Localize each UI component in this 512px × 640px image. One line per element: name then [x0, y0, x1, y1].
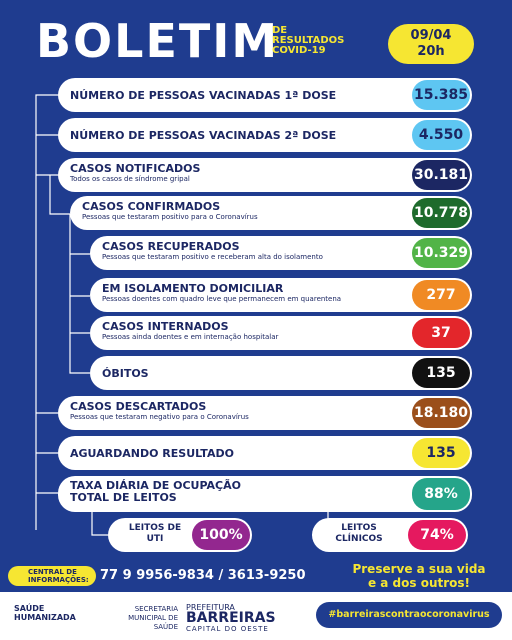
slogan: Preserve a sua vida e a dos outros!: [344, 562, 494, 590]
logo-prefeitura: PREFEITURA BARREIRAS CAPITAL DO OESTE: [186, 602, 276, 635]
row-subtitle: Pessoas ainda doentes e em internação ho…: [102, 333, 279, 341]
value-badge: 10.329: [412, 238, 470, 268]
row-subtitle: Pessoas doentes com quadro leve que perm…: [102, 295, 342, 303]
slogan-line: Preserve a sua vida: [352, 562, 486, 576]
row-title: TAXA DIÁRIA DE OCUPAÇÃO TOTAL DE LEITOS: [70, 479, 241, 504]
value-badge: 135: [412, 358, 470, 388]
row-title: CASOS RECUPERADOS: [102, 240, 240, 253]
row-title: ÓBITOS: [102, 367, 149, 380]
stat-row: CASOS INTERNADOS Pessoas ainda doentes e …: [90, 316, 472, 350]
row-title: CASOS INTERNADOS: [102, 320, 229, 333]
phone: 77 9 9956-9834 / 3613-9250: [100, 568, 306, 583]
value-badge: 135: [412, 438, 470, 468]
stat-row: EM ISOLAMENTO DOMICILIAR Pessoas doentes …: [90, 278, 472, 312]
subtitle-line: RESULTADOS: [272, 35, 345, 46]
logo-secretaria: SECRETARIA MUNICIPAL DE SAÚDE: [128, 605, 178, 631]
subtitle-line: DE: [272, 25, 288, 36]
slogan-line: e a dos outros!: [367, 576, 471, 590]
logo-line: BARREIRAS: [186, 610, 276, 626]
row-subtitle: Pessoas que testaram positivo para o Cor…: [82, 213, 258, 221]
value-badge: 18.180: [412, 398, 470, 428]
row-title: NÚMERO DE PESSOAS VACINADAS 2ª DOSE: [70, 129, 337, 142]
time: 20h: [417, 44, 445, 59]
stat-row: CASOS RECUPERADOS Pessoas que testaram po…: [90, 236, 472, 270]
row-title: CASOS DESCARTADOS: [70, 400, 207, 413]
bed-row: LEITOS CLÍNICOS 74%: [312, 518, 468, 552]
value-badge: 37: [412, 318, 470, 348]
stat-row: ÓBITOS 135: [90, 356, 472, 390]
row-title: CASOS NOTIFICADOS: [70, 162, 201, 175]
subtitle-line: COVID-19: [272, 45, 326, 56]
stat-row: NÚMERO DE PESSOAS VACINADAS 2ª DOSE 4.550: [58, 118, 472, 152]
bed-title: LEITOS CLÍNICOS: [335, 523, 383, 544]
stat-row: CASOS CONFIRMADOS Pessoas que testaram po…: [70, 196, 472, 230]
stat-row: NÚMERO DE PESSOAS VACINADAS 1ª DOSE 15.38…: [58, 78, 472, 112]
logo-line: CAPITAL DO OESTE: [186, 625, 269, 633]
logo-line: PREFEITURA: [186, 603, 235, 612]
subtitle: DE RESULTADOS COVID-19: [272, 26, 344, 56]
value-badge: 4.550: [412, 120, 470, 150]
value-badge: 15.385: [412, 80, 470, 110]
value-badge: 10.778: [412, 198, 470, 228]
row-subtitle: Pessoas que testaram negativo para o Cor…: [70, 413, 249, 421]
date: 09/04: [410, 28, 452, 43]
stat-row: CASOS DESCARTADOS Pessoas que testaram ne…: [58, 396, 472, 430]
date-badge: 09/04 20h: [388, 24, 474, 64]
value-badge: 30.181: [412, 160, 470, 190]
value-badge: 74%: [408, 520, 466, 550]
row-title: EM ISOLAMENTO DOMICILIAR: [102, 282, 284, 295]
row-title: CASOS CONFIRMADOS: [82, 200, 221, 213]
row-subtitle: Todos os casos de síndrome gripal: [70, 175, 190, 183]
stat-row: CASOS NOTIFICADOS Todos os casos de síndr…: [58, 158, 472, 192]
bed-row: LEITOS DE UTI 100%: [108, 518, 252, 552]
contact-label: CENTRAL DE INFORMAÇÕES:: [8, 566, 96, 586]
row-title: AGUARDANDO RESULTADO: [70, 447, 234, 460]
title: BOLETIM: [36, 14, 280, 68]
logo-saude: SAÚDE HUMANIZADA: [14, 604, 76, 622]
bed-title: LEITOS DE UTI: [128, 523, 182, 544]
value-badge: 100%: [192, 520, 250, 550]
value-badge: 88%: [412, 478, 470, 510]
row-subtitle: Pessoas que testaram positivo e recebera…: [102, 253, 323, 261]
stat-row: AGUARDANDO RESULTADO 135: [58, 436, 472, 470]
hashtag: #barreirascontraocoronavirus: [316, 602, 502, 628]
stat-row: TAXA DIÁRIA DE OCUPAÇÃO TOTAL DE LEITOS 8…: [58, 476, 472, 512]
row-title: NÚMERO DE PESSOAS VACINADAS 1ª DOSE: [70, 89, 337, 102]
value-badge: 277: [412, 280, 470, 310]
